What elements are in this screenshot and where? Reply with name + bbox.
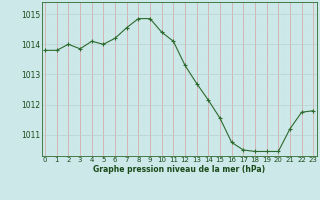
- X-axis label: Graphe pression niveau de la mer (hPa): Graphe pression niveau de la mer (hPa): [93, 165, 265, 174]
